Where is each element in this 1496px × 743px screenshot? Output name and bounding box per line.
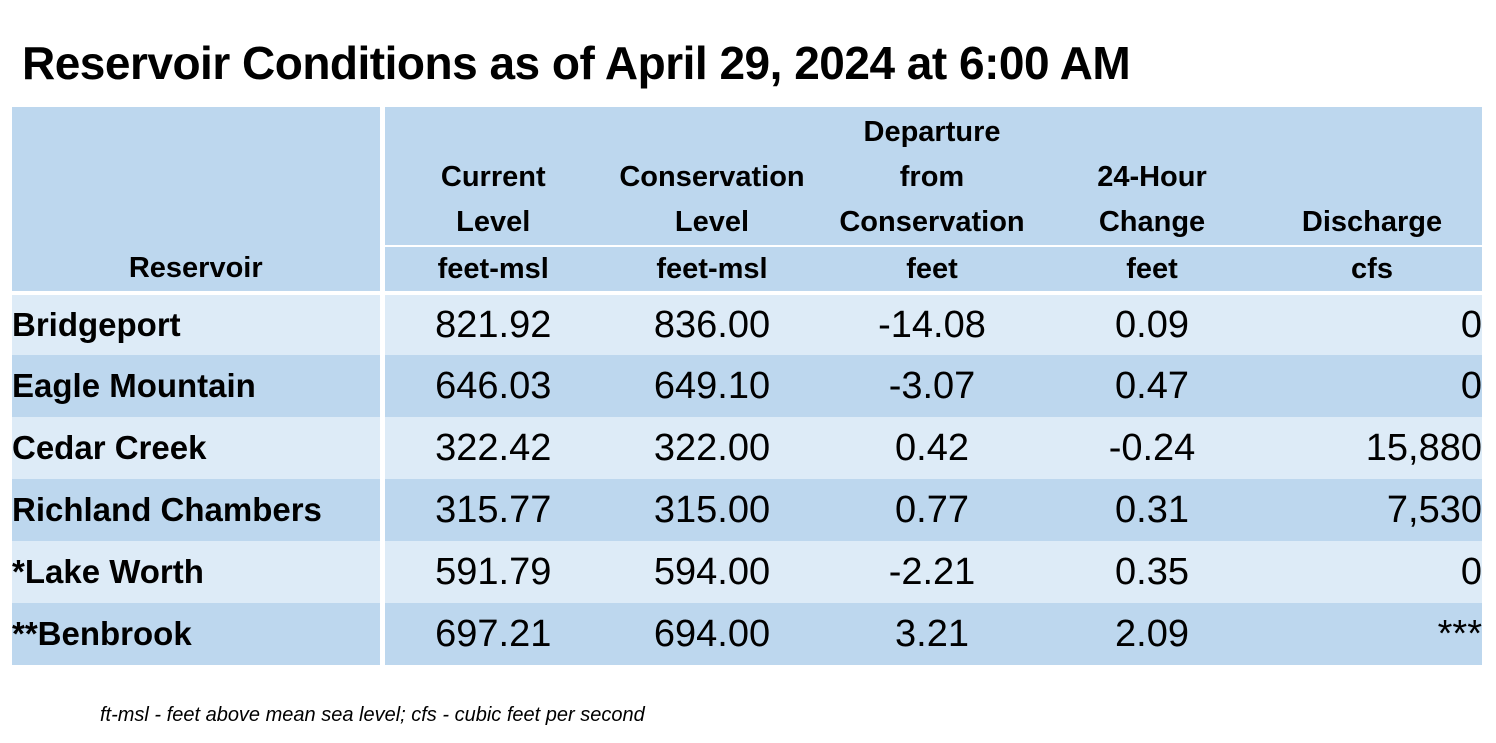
table-row: **Benbrook 697.21 694.00 3.21 2.09 ***: [12, 603, 1482, 665]
cell-discharge: ***: [1437, 612, 1482, 655]
table-row: *Lake Worth 591.79 594.00 -2.21 0.35 0: [12, 541, 1482, 603]
column-header-24-hour-change: 24-Hour Change: [1042, 107, 1262, 246]
unit-24-hour-change: feet: [1042, 245, 1262, 293]
header-line: Conservation: [619, 161, 805, 193]
column-header-current-level: Current Level: [382, 107, 602, 246]
table-row: Bridgeport 821.92 836.00 -14.08 0.09 0: [12, 293, 1482, 355]
header-line: Departure: [863, 116, 1001, 148]
header-line: from: [899, 161, 965, 193]
unit-departure: feet: [822, 245, 1042, 293]
cell-current-level: 697.21: [435, 612, 552, 655]
cell-conservation-level: 694.00: [653, 612, 771, 655]
unit-current-level: feet-msl: [382, 245, 602, 293]
cell-discharge: 0: [1460, 550, 1482, 593]
cell-24-hour-change: 0.09: [1115, 303, 1189, 346]
header-line: Level: [674, 206, 750, 238]
cell-departure: -3.07: [888, 364, 976, 407]
cell-24-hour-change: 0.35: [1115, 550, 1189, 593]
header-line: 24-Hour: [1097, 161, 1207, 193]
cell-24-hour-change: -0.24: [1108, 426, 1196, 469]
column-header-departure: Departure from Conservation: [822, 107, 1042, 246]
cell-departure: 0.77: [895, 488, 969, 531]
column-header-discharge: Discharge: [1262, 107, 1482, 246]
cell-departure: 0.42: [895, 426, 969, 469]
column-header-conservation-level: Conservation Level: [602, 107, 822, 246]
cell-current-level: 821.92: [435, 303, 552, 346]
cell-24-hour-change: 0.47: [1115, 364, 1189, 407]
cell-departure: 3.21: [895, 612, 969, 655]
unit-conservation-level: feet-msl: [602, 245, 822, 293]
cell-reservoir: Eagle Mountain: [12, 355, 385, 417]
cell-discharge: 7,530: [1386, 488, 1482, 531]
unit-discharge: cfs: [1262, 245, 1482, 293]
cell-current-level: 322.42: [435, 426, 552, 469]
table-row: Cedar Creek 322.42 322.00 0.42 -0.24 15,…: [12, 417, 1482, 479]
cell-reservoir: Cedar Creek: [12, 417, 385, 479]
cell-conservation-level: 322.00: [653, 426, 771, 469]
header-line: Level: [456, 206, 531, 238]
header-line: Current: [440, 161, 546, 193]
header-line: Change: [1098, 206, 1206, 238]
cell-reservoir: *Lake Worth: [12, 541, 385, 603]
header-line: Discharge: [1301, 206, 1443, 238]
cell-conservation-level: 315.00: [653, 488, 771, 531]
reservoir-table: Reservoir Current Level Conservation Lev…: [12, 107, 1482, 665]
table-row: Eagle Mountain 646.03 649.10 -3.07 0.47 …: [12, 355, 1482, 417]
table-row: Richland Chambers 315.77 315.00 0.77 0.3…: [12, 479, 1482, 541]
cell-discharge: 15,880: [1365, 426, 1482, 469]
cell-conservation-level: 836.00: [653, 303, 771, 346]
units-row: feet-msl feet-msl feet feet cfs: [12, 245, 1482, 293]
header-line: Conservation: [839, 206, 1025, 238]
header-row: Reservoir Current Level Conservation Lev…: [12, 107, 1482, 293]
cell-reservoir: Bridgeport: [12, 293, 385, 355]
cell-reservoir: Richland Chambers: [12, 479, 385, 541]
cell-departure: -14.08: [878, 303, 986, 346]
cell-24-hour-change: 2.09: [1115, 612, 1189, 655]
cell-conservation-level: 594.00: [653, 550, 771, 593]
cell-departure: -2.21: [888, 550, 976, 593]
footnote: ft-msl - feet above mean sea level; cfs …: [100, 704, 645, 726]
cell-current-level: 591.79: [435, 550, 552, 593]
page-title: Reservoir Conditions as of April 29, 202…: [22, 37, 1131, 89]
cell-reservoir: **Benbrook: [12, 603, 385, 665]
cell-discharge: 0: [1460, 303, 1482, 346]
cell-current-level: 315.77: [435, 488, 552, 531]
column-header-reservoir: Reservoir: [12, 107, 385, 293]
cell-current-level: 646.03: [435, 364, 552, 407]
cell-conservation-level: 649.10: [653, 364, 771, 407]
cell-discharge: 0: [1460, 364, 1482, 407]
cell-24-hour-change: 0.31: [1115, 488, 1189, 531]
